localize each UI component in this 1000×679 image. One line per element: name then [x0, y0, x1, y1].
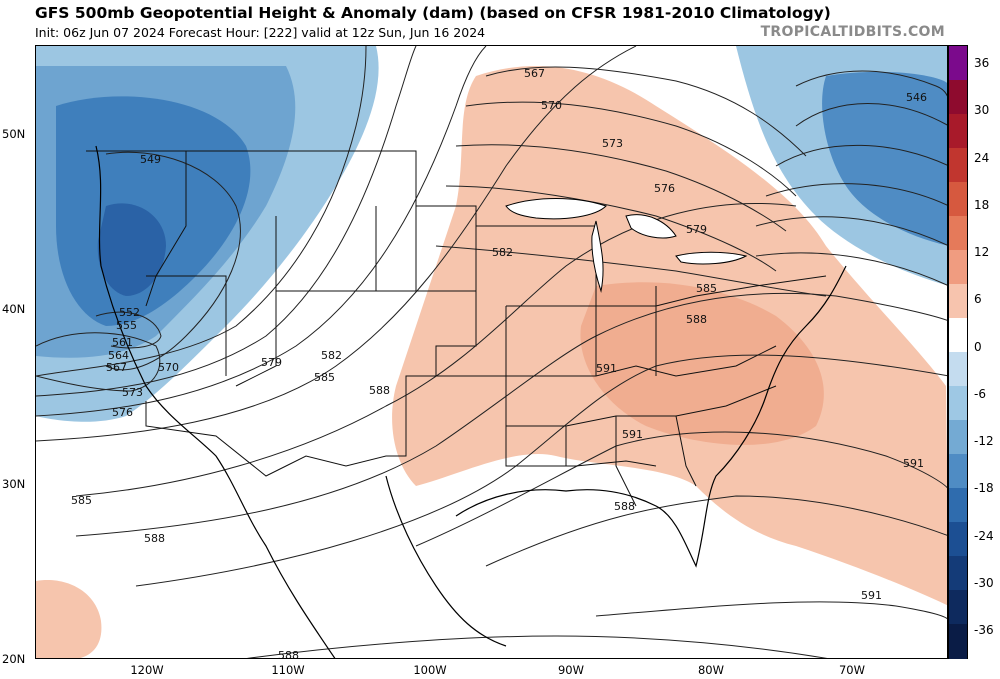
lon-label: 90W [557, 663, 585, 677]
contour-label: 573 [122, 386, 143, 399]
colorbar-segment [949, 114, 967, 149]
height-contours [36, 46, 947, 658]
contour-label: 546 [906, 91, 927, 104]
great-lakes [505, 198, 748, 293]
colorbar-segment [949, 250, 967, 285]
colorbar-tick-label: -24 [974, 528, 994, 543]
lon-label: 120W [130, 663, 164, 677]
lat-label: 30N [2, 477, 26, 491]
colorbar-segment [949, 556, 967, 591]
colorbar-segment [949, 216, 967, 251]
contour-label: 573 [602, 137, 623, 150]
colorbar-segment [949, 284, 967, 319]
colorbar-segment [949, 420, 967, 455]
contour-label: 588 [278, 649, 299, 659]
colorbar-segment [949, 80, 967, 115]
map-title: GFS 500mb Geopotential Height & Anomaly … [35, 4, 831, 22]
contour-label: 570 [158, 361, 179, 374]
colorbar-segment [949, 488, 967, 523]
map-canvas: 549 552 555 561 564 567 570 573 576 579 … [36, 46, 947, 659]
colorbar-tick-label: -36 [974, 623, 994, 638]
colorbar-tick-label: 36 [974, 56, 990, 70]
contour-label: 549 [140, 153, 161, 166]
colorbar-segment [949, 352, 967, 387]
contour-label: 588 [614, 500, 635, 513]
credit-watermark: TROPICALTIDBITS.COM [760, 24, 945, 40]
colorbar-tick-label: 24 [974, 150, 990, 165]
contour-label: 552 [119, 306, 140, 319]
colorbar-segment [949, 454, 967, 489]
contour-label: 582 [321, 349, 342, 362]
contour-label: 591 [622, 428, 643, 441]
colorbar-tick-label: -12 [974, 434, 994, 449]
contour-label: 588 [369, 384, 390, 397]
contour-labels: 549 552 555 561 564 567 570 573 576 579 … [71, 67, 927, 659]
colorbar-tick-label: 6 [974, 292, 982, 307]
colorbar-segment [949, 386, 967, 421]
coastlines [95, 145, 847, 658]
contour-label: 582 [492, 246, 513, 259]
colorbar-tick-label: -30 [974, 575, 994, 590]
contour-label: 591 [861, 589, 882, 602]
colorbar-tick-label: 18 [974, 197, 990, 212]
cold-anomaly-northeast-core [822, 71, 947, 246]
contour-label: 588 [144, 532, 165, 545]
lat-label: 20N [2, 652, 26, 666]
map-subtitle: Init: 06z Jun 07 2024 Forecast Hour: [22… [35, 25, 486, 40]
contour-label: 585 [71, 494, 92, 507]
lon-label: 110W [271, 663, 305, 677]
colorbar-segment [949, 318, 967, 353]
contour-label: 591 [903, 457, 924, 470]
colorbar-segment [949, 46, 967, 81]
contour-label: 585 [314, 371, 335, 384]
colorbar-segment [949, 624, 967, 659]
contour-label: 570 [541, 99, 562, 112]
contour-label: 588 [686, 313, 707, 326]
cold-anomaly-west-center [97, 203, 166, 296]
colorbar-segment [949, 148, 967, 183]
anomaly-map: 549 552 555 561 564 567 570 573 576 579 … [35, 45, 948, 659]
contour-label: 567 [524, 67, 545, 80]
colorbar-segment [949, 522, 967, 557]
anomaly-colorbar [948, 45, 968, 659]
colorbar-tick-label: 0 [974, 339, 982, 354]
colorbar-segment [949, 590, 967, 625]
contour-label: 591 [596, 362, 617, 375]
colorbar-tick-label: 30 [974, 103, 990, 118]
contour-label: 579 [686, 223, 707, 236]
colorbar-tick-label: -18 [974, 481, 994, 496]
contour-label: 576 [112, 406, 133, 419]
contour-label: 585 [696, 282, 717, 295]
contour-label: 567 [106, 361, 127, 374]
contour-label: 576 [654, 182, 675, 195]
colorbar-segment [949, 182, 967, 217]
lon-label: 80W [697, 663, 725, 677]
lat-label: 40N [2, 302, 26, 316]
lat-label: 50N [2, 127, 26, 141]
political-borders [86, 150, 827, 507]
contour-label: 564 [108, 349, 129, 362]
contour-label: 561 [112, 336, 133, 349]
contour-label: 555 [116, 319, 137, 332]
colorbar-tick-label: 12 [974, 245, 990, 260]
contour-label: 579 [261, 356, 282, 369]
colorbar-tick-label: -6 [974, 386, 986, 401]
lon-label: 100W [413, 663, 447, 677]
warm-anomaly-southwest [36, 580, 102, 658]
lon-label: 70W [838, 663, 866, 677]
